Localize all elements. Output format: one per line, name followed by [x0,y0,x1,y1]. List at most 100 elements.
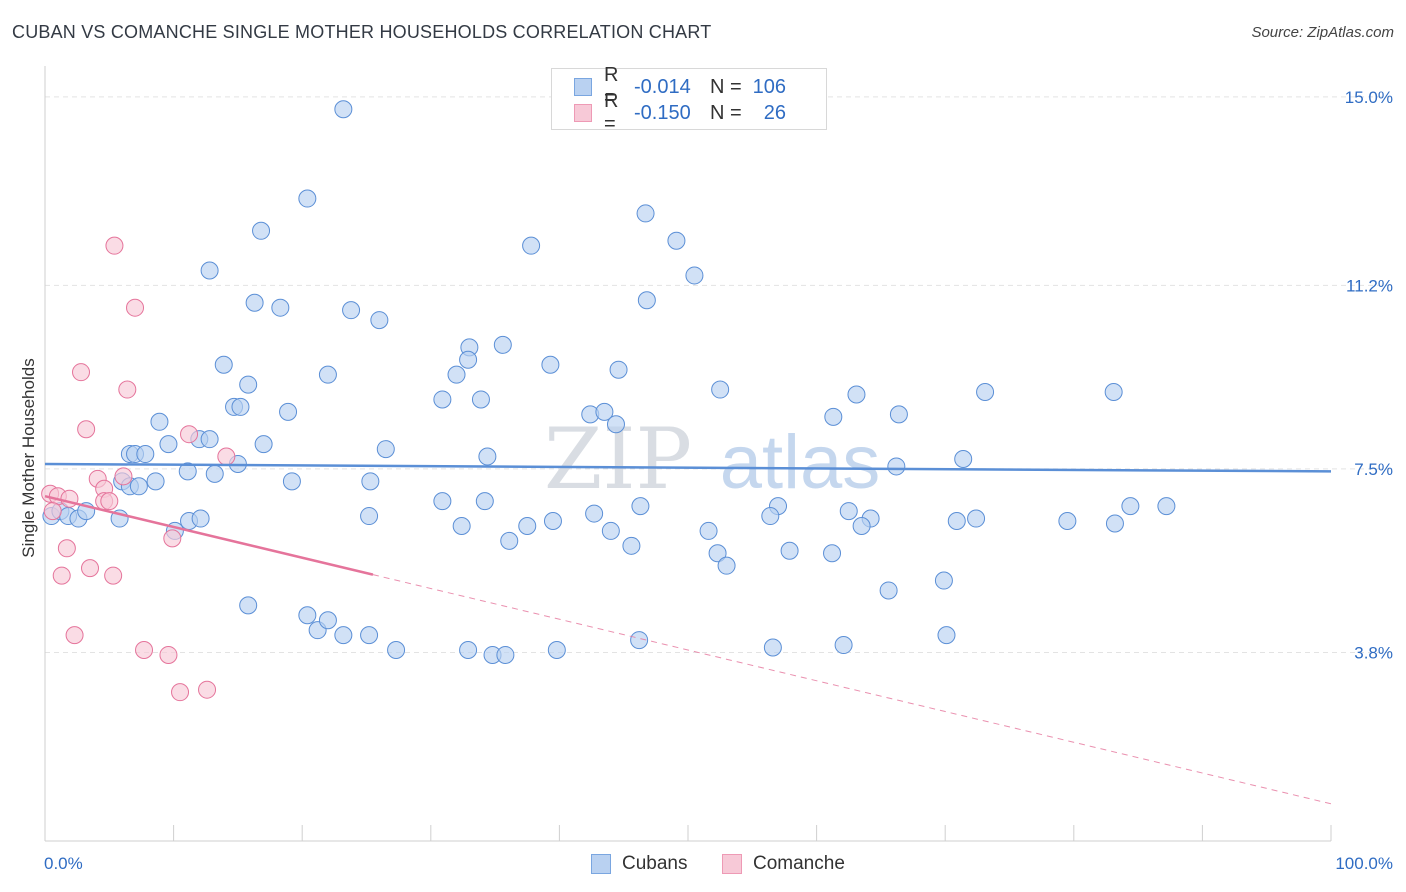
comanche-point [52,566,71,585]
cubans-point [370,311,389,330]
cubans-point [708,544,727,563]
legend-n-label: N = [710,75,742,98]
bottom-legend-label-comanche: Comanche [753,853,845,874]
cubans-point [496,645,515,664]
cubans-point [239,596,258,615]
comanche-point [163,529,182,548]
cubans-point [595,402,614,421]
cubans-point [360,626,379,645]
cubans-point [889,405,908,424]
cubans-point [279,402,298,421]
comanche-point [65,626,84,645]
cubans-point [622,536,641,555]
comanche-point [114,467,133,486]
cubans-point [245,293,264,312]
cubans-point [543,512,562,531]
cubans-point [824,407,843,426]
cubans-point [699,521,718,540]
cubans-trend-line [44,462,1332,473]
trend-lines [44,462,1332,805]
cubans-point [637,291,656,310]
cubans-point [834,636,853,655]
comanche-point [180,425,199,444]
cubans-point [1121,497,1140,516]
comanche-point [118,380,137,399]
comanche-point [126,298,145,317]
cubans-point [518,516,537,535]
bottom-legend-swatch-cubans [591,854,611,874]
cubans-point [954,450,973,468]
cubans-point [947,512,966,531]
legend-n-value: 106 [752,75,786,98]
cubans-point [685,266,704,285]
comanche-trend-extension [372,574,1332,805]
cubans-point [937,626,956,645]
points [41,100,1176,702]
legend-swatch-comanche [574,104,592,122]
x-tick-label: 0.0% [44,854,83,873]
x-tick-label: 100.0% [1335,854,1393,873]
cubans-point [459,641,478,659]
cubans-point [447,365,466,384]
cubans-point [452,516,471,535]
legend-n-value: 26 [763,101,786,124]
cubans-point [361,472,380,491]
cubans-point [1157,497,1176,516]
cubans-point [547,641,566,659]
cubans-point [780,541,799,560]
cubans-point [205,464,224,483]
cubans-point [717,556,736,575]
comanche-point [57,539,76,558]
cubans-point [129,477,148,496]
y-tick-label: 3.8% [1354,643,1393,662]
cubans-point [1104,383,1123,402]
cubans-point [711,380,730,399]
cubans-point [159,435,178,454]
source-label: Source: ZipAtlas.com [1251,24,1394,41]
cubans-point [146,472,165,491]
cubans-point [630,631,649,650]
legend-row-cubans: R = -0.014 N = 106 [574,64,786,109]
cubans-point [500,531,519,550]
comanche-point [159,645,178,664]
bottom-legend-swatch-comanche [722,854,742,874]
cubans-point [852,516,871,535]
cubans-point [761,507,780,526]
comanche-point [105,236,124,255]
cubans-point [282,472,301,491]
cubans-point [631,497,650,516]
y-tick-label: 15.0% [1345,88,1393,107]
cubans-point [191,509,210,528]
cubans-point [271,298,290,317]
legend-row-comanche: R = -0.150 N = 26 [574,90,786,135]
y-tick-label: 11.2% [1346,276,1393,295]
bottom-legend-comanche: Comanche [722,851,845,877]
cubans-point [887,457,906,476]
cubans-point [239,375,258,394]
cubans-point [541,355,560,374]
cubans-point [298,189,317,208]
cubans-point [433,492,452,511]
cubans-point [847,385,866,404]
cubans-point [879,581,898,600]
correlation-legend: R = -0.014 N = 106 R = -0.150 N = 26 [551,64,827,135]
cubans-point [471,390,490,409]
cubans-point [200,261,219,280]
cubans-point [334,100,353,119]
cubans-point [763,638,782,657]
y-tick-label: 7.5% [1354,460,1393,479]
cubans-point [522,236,541,255]
comanche-point [171,683,190,702]
cubans-point [934,571,953,590]
bottom-legend-cubans: Cubans [591,851,688,877]
comanche-point [104,566,123,585]
cubans-point [136,445,155,464]
legend-n-label: N = [710,101,742,124]
cubans-point [334,626,353,645]
watermark-atlas: atlas [720,420,881,505]
comanche-point [72,363,91,382]
cubans-point [433,390,452,409]
comanche-point [77,420,96,439]
y-axis-label: Single Mother Households [19,358,38,557]
